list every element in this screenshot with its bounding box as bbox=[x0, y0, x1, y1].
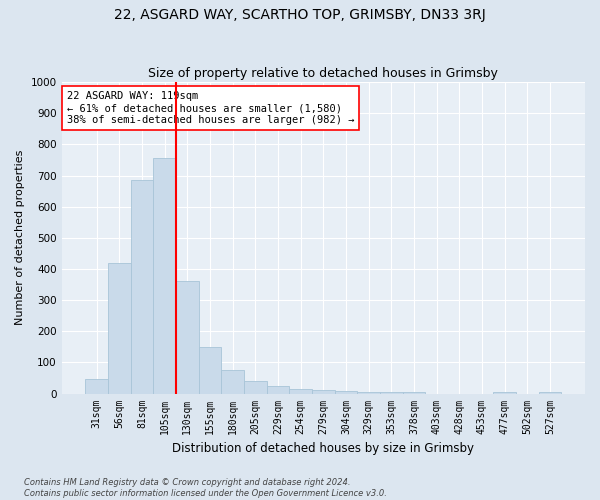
X-axis label: Distribution of detached houses by size in Grimsby: Distribution of detached houses by size … bbox=[172, 442, 474, 455]
Bar bbox=[108, 262, 131, 394]
Text: Contains HM Land Registry data © Crown copyright and database right 2024.
Contai: Contains HM Land Registry data © Crown c… bbox=[24, 478, 387, 498]
Bar bbox=[335, 391, 357, 394]
Bar bbox=[403, 392, 425, 394]
Bar bbox=[199, 348, 221, 394]
Bar bbox=[380, 392, 403, 394]
Bar bbox=[266, 386, 289, 394]
Bar bbox=[244, 381, 266, 394]
Bar bbox=[539, 392, 561, 394]
Bar bbox=[154, 158, 176, 394]
Text: 22 ASGARD WAY: 119sqm
← 61% of detached houses are smaller (1,580)
38% of semi-d: 22 ASGARD WAY: 119sqm ← 61% of detached … bbox=[67, 92, 354, 124]
Title: Size of property relative to detached houses in Grimsby: Size of property relative to detached ho… bbox=[148, 66, 498, 80]
Bar bbox=[312, 390, 335, 394]
Bar bbox=[131, 180, 154, 394]
Bar bbox=[357, 392, 380, 394]
Bar bbox=[176, 282, 199, 394]
Y-axis label: Number of detached properties: Number of detached properties bbox=[15, 150, 25, 326]
Bar bbox=[493, 392, 516, 394]
Text: 22, ASGARD WAY, SCARTHO TOP, GRIMSBY, DN33 3RJ: 22, ASGARD WAY, SCARTHO TOP, GRIMSBY, DN… bbox=[114, 8, 486, 22]
Bar bbox=[289, 389, 312, 394]
Bar bbox=[85, 379, 108, 394]
Bar bbox=[221, 370, 244, 394]
